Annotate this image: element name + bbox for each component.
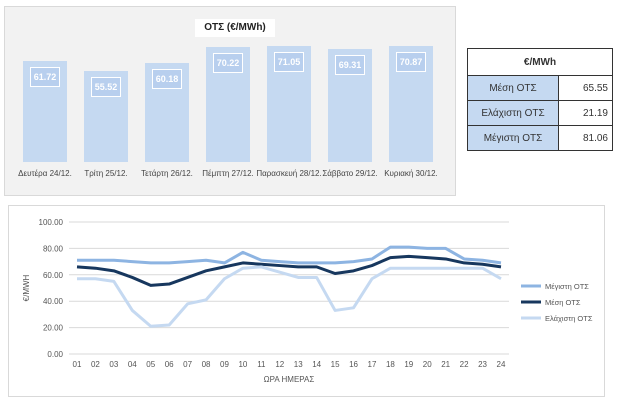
line-chart: 0.00 20.00 40.00 60.00 80.00 100.00 01 02 03 04 05… — [22, 218, 593, 384]
x-tick-label: 01 — [73, 360, 82, 369]
x-tick-label: 22 — [460, 360, 469, 369]
table-row: Μέγιστη ΟΤΣ 81.06 — [467, 125, 613, 151]
bar-value-label: 61.72 — [30, 66, 60, 87]
x-tick-label: 18 — [386, 360, 395, 369]
stats-row-label: Ελάχιστη ΟΤΣ — [467, 100, 559, 126]
bar-value-label: 60.18 — [152, 69, 182, 90]
bar-category-label: Παρασκευή 28/12. — [256, 169, 322, 178]
x-tick-label: 23 — [478, 360, 487, 369]
stats-table-header: €/MWh — [467, 48, 613, 76]
bar-category-label: Σάββατο 29/12. — [322, 169, 378, 178]
x-tick-label: 16 — [349, 360, 358, 369]
x-tick-label: 21 — [441, 360, 450, 369]
y-tick-label: 20.00 — [43, 324, 64, 333]
y-axis-title: €/MWH — [22, 274, 31, 301]
bar-value-label: 69.31 — [335, 54, 365, 75]
legend-label: Μέγιστη ΟΤΣ — [545, 282, 589, 291]
bar-value-label: 55.52 — [91, 77, 121, 98]
x-tick-label: 02 — [91, 360, 100, 369]
bar-category-label: Πέμπτη 27/12. — [202, 169, 254, 178]
y-tick-label: 40.00 — [43, 297, 64, 306]
bar-value-label: 70.22 — [213, 53, 243, 73]
x-tick-label: 15 — [331, 360, 340, 369]
bar-chart-panel: ΟΤΣ (€/MWh) 61.72 Δευτέρα 24/12. 55.52 Τρίτ… — [4, 6, 456, 196]
table-row: Μέση ΟΤΣ 65.55 — [467, 75, 613, 101]
x-tick-label: 04 — [128, 360, 137, 369]
stats-table: €/MWh Μέση ΟΤΣ 65.55 Ελάχιστη ΟΤΣ 21.19 … — [467, 48, 613, 151]
x-tick-label: 03 — [109, 360, 118, 369]
line-chart-panel: 0.00 20.00 40.00 60.00 80.00 100.00 01 02 03 04 05… — [8, 205, 605, 397]
stats-row-value: 81.06 — [558, 125, 613, 151]
x-tick-label: 06 — [165, 360, 174, 369]
bar-category-label: Τρίτη 25/12. — [84, 169, 128, 178]
x-tick-label: 10 — [238, 360, 247, 369]
x-tick-label: 14 — [312, 360, 321, 369]
stats-row-value: 21.19 — [558, 100, 613, 126]
x-tick-label: 12 — [275, 360, 284, 369]
y-tick-label: 80.00 — [43, 244, 64, 253]
stats-row-label: Μέση ΟΤΣ — [467, 75, 559, 101]
x-tick-label: 09 — [220, 360, 229, 369]
x-tick-label: 13 — [294, 360, 303, 369]
stats-row-value: 65.55 — [558, 75, 613, 101]
stats-row-label: Μέγιστη ΟΤΣ — [467, 125, 559, 151]
x-tick-label: 19 — [404, 360, 413, 369]
x-tick-label: 11 — [257, 360, 266, 369]
bar-value-label: 71.05 — [274, 51, 304, 72]
x-axis-title: ΩΡΑ ΗΜΕΡΑΣ — [264, 375, 315, 384]
y-tick-label: 60.00 — [43, 271, 64, 280]
x-tick-label: 20 — [423, 360, 432, 369]
legend-label: Ελάχιστη ΟΤΣ — [545, 314, 593, 323]
x-tick-label: 24 — [497, 360, 506, 369]
bar-category-label: Δευτέρα 24/12. — [18, 169, 72, 178]
legend-label: Μέση ΟΤΣ — [545, 298, 581, 307]
bar-chart-title: ΟΤΣ (€/MWh) — [195, 19, 275, 37]
bar-value-label: 70.87 — [396, 51, 426, 72]
y-tick-label: 100.00 — [39, 218, 64, 227]
series-line — [77, 265, 502, 328]
table-row: Ελάχιστη ΟΤΣ 21.19 — [467, 100, 613, 126]
bar-category-label: Κυριακή 30/12. — [384, 169, 438, 178]
series-line — [76, 254, 502, 287]
x-tick-label: 05 — [146, 360, 155, 369]
x-tick-label: 07 — [183, 360, 192, 369]
y-tick-label: 0.00 — [47, 350, 63, 359]
x-tick-label: 08 — [202, 360, 211, 369]
x-tick-label: 17 — [368, 360, 377, 369]
bar-category-label: Τετάρτη 26/12. — [141, 169, 193, 178]
series-line — [77, 245, 502, 265]
